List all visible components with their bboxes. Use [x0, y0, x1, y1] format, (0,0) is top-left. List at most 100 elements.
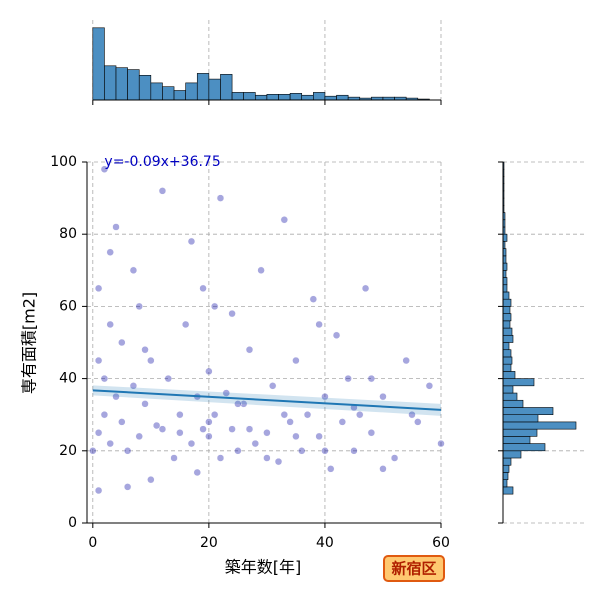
point — [152, 421, 161, 430]
x-tick-label: 20 — [200, 535, 218, 551]
y-tick-label: 20 — [59, 443, 77, 459]
histogram-bar — [208, 78, 221, 101]
point — [187, 237, 196, 246]
histogram-bar — [220, 74, 233, 101]
point — [135, 432, 143, 441]
histogram-bar — [502, 443, 546, 452]
point — [106, 439, 114, 448]
histogram-bar — [502, 356, 513, 365]
histogram-bar — [502, 464, 510, 473]
point — [176, 429, 184, 437]
y-tick-label: 0 — [68, 515, 77, 531]
point — [303, 410, 312, 419]
histogram-bar — [243, 92, 256, 101]
y-tick-label: 80 — [59, 226, 77, 242]
point — [222, 389, 231, 397]
point — [245, 425, 254, 433]
point — [245, 345, 254, 354]
histogram-bar — [502, 378, 535, 387]
histogram-bar — [502, 457, 512, 466]
histogram-bar — [150, 82, 163, 101]
point — [205, 418, 213, 426]
histogram-bar — [502, 436, 531, 444]
histogram-bar — [266, 94, 279, 101]
histogram-bar — [502, 399, 524, 408]
point — [158, 425, 167, 433]
point — [425, 382, 434, 390]
point — [228, 425, 236, 433]
point — [280, 216, 289, 224]
histogram-bar — [502, 233, 508, 242]
point — [309, 295, 318, 303]
histogram-bar — [502, 349, 512, 358]
point — [193, 468, 202, 477]
histogram-bar — [324, 95, 337, 101]
histogram-bar — [278, 94, 291, 101]
histogram-bar — [185, 82, 198, 101]
point — [292, 432, 300, 441]
histogram-bar — [196, 73, 210, 101]
histogram-bar — [502, 284, 508, 293]
histogram-bar — [502, 313, 512, 322]
histogram-bar — [502, 262, 508, 271]
histogram-bar — [162, 86, 175, 101]
y-tick-label: 40 — [59, 371, 77, 387]
histogram-bar — [502, 472, 509, 480]
badge: 新宿区 — [391, 560, 436, 578]
point — [147, 475, 155, 484]
histogram-bar — [502, 277, 508, 286]
point — [210, 302, 219, 311]
histogram-bar — [502, 291, 510, 300]
point — [379, 465, 387, 473]
point — [141, 400, 149, 408]
point — [315, 432, 323, 441]
point — [210, 410, 219, 419]
point — [118, 338, 126, 347]
point — [234, 447, 242, 455]
point — [321, 447, 329, 455]
histogram-bar — [502, 392, 518, 401]
point — [332, 331, 341, 340]
point — [118, 418, 126, 426]
point — [326, 465, 335, 473]
point — [350, 447, 358, 455]
point — [234, 400, 242, 408]
point — [89, 447, 97, 455]
histogram-bar — [502, 479, 508, 488]
histogram-bar — [502, 385, 514, 394]
histogram-bar — [502, 334, 514, 343]
point — [408, 410, 416, 419]
histogram-bar — [502, 407, 554, 416]
histogram-bar — [502, 363, 512, 372]
point — [129, 266, 138, 275]
y-tick-label: 100 — [50, 154, 77, 170]
histogram-bar — [301, 94, 314, 101]
point — [129, 382, 138, 390]
point — [100, 165, 109, 173]
histogram-bar — [104, 65, 117, 101]
histogram-bar — [336, 94, 349, 101]
point — [147, 356, 155, 365]
point — [158, 187, 167, 195]
annotation: y=-0.09x+36.75 — [104, 154, 220, 170]
histogram-bar — [502, 414, 539, 423]
point — [181, 320, 190, 329]
point — [251, 439, 260, 448]
regression-line — [92, 389, 442, 411]
point — [199, 284, 207, 293]
point — [228, 309, 236, 318]
histogram-bar — [502, 298, 512, 307]
point — [280, 410, 289, 419]
point — [94, 429, 103, 437]
point — [123, 483, 132, 491]
point — [187, 439, 196, 448]
point — [239, 400, 248, 408]
histogram-bar — [502, 428, 538, 437]
histogram-bar — [138, 75, 152, 101]
point — [292, 356, 300, 365]
histogram-bar — [502, 320, 511, 329]
point — [367, 374, 376, 383]
point — [199, 425, 207, 433]
point — [141, 345, 149, 354]
